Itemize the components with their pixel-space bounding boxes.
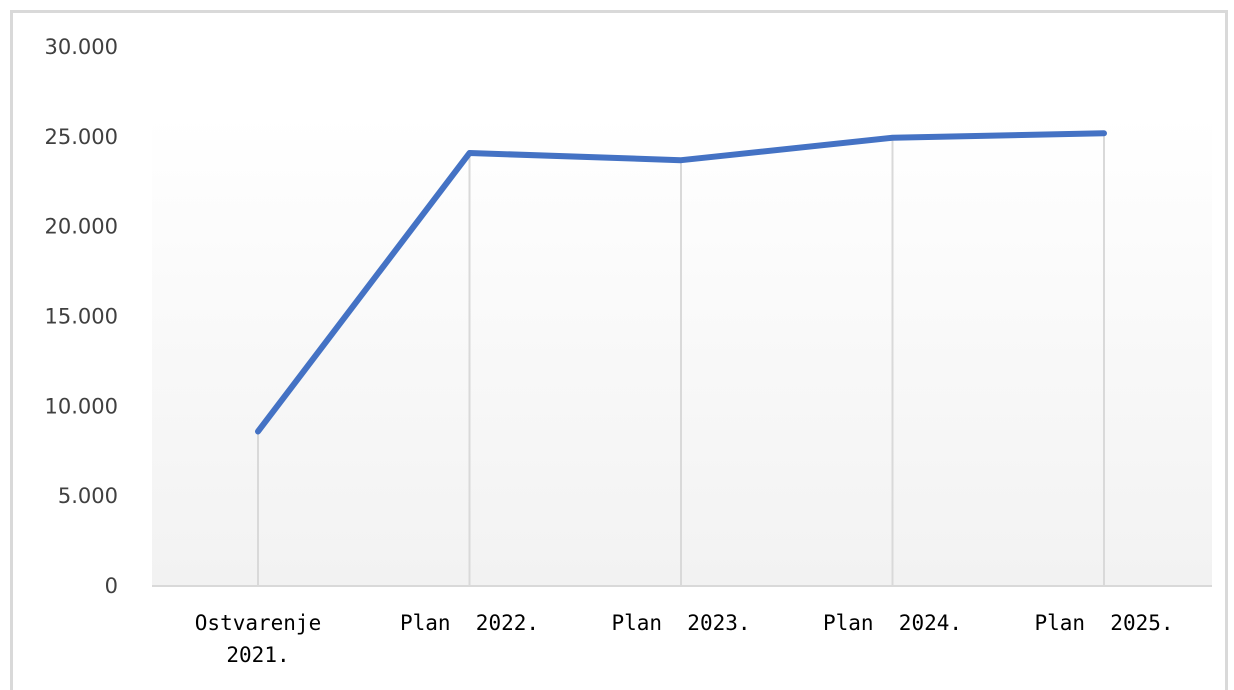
x-tick-label: Plan 2023.	[611, 611, 750, 635]
y-tick-label: 0	[105, 574, 118, 598]
x-tick-label: Plan 2024.	[823, 611, 962, 635]
x-tick-label: Plan 2022.	[400, 611, 539, 635]
x-tick-label: Ostvarenje 2021.	[195, 611, 321, 667]
y-tick-label: 20.000	[45, 215, 118, 239]
y-tick-label: 10.000	[45, 394, 118, 418]
y-tick-label: 30.000	[45, 35, 118, 59]
x-tick-label: Plan 2025.	[1034, 611, 1173, 635]
y-tick-label: 5.000	[58, 484, 118, 508]
y-tick-label: 25.000	[45, 125, 118, 149]
y-tick-label: 15.000	[45, 305, 118, 329]
series-line	[255, 130, 1107, 435]
